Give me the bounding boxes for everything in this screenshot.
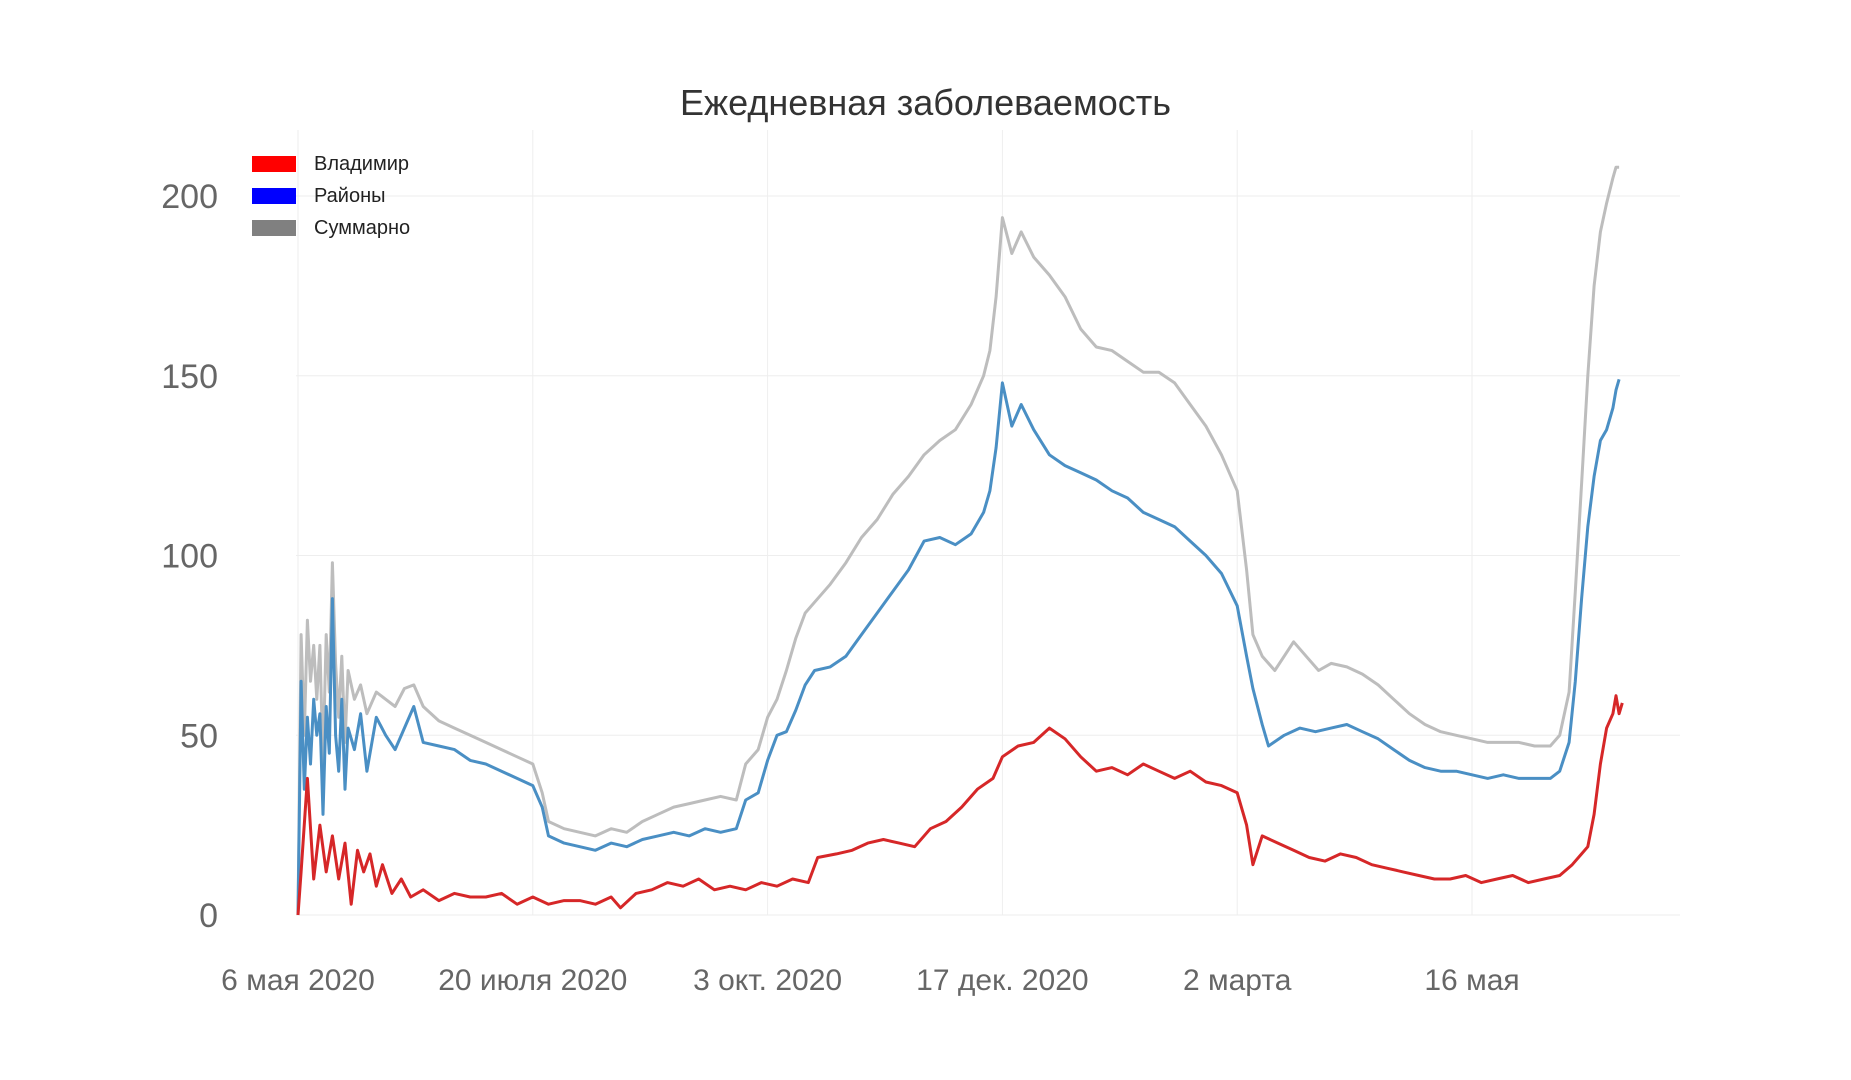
x-tick-label: 20 июля 2020 bbox=[438, 964, 627, 997]
y-tick-label: 50 bbox=[180, 717, 218, 755]
legend: Владимир Районы Суммарно bbox=[252, 148, 410, 244]
y-axis-ticks: 0 50 100 150 200 bbox=[161, 178, 218, 935]
chart-grid bbox=[296, 130, 1680, 916]
x-tick-label: 2 марта bbox=[1183, 964, 1292, 997]
x-tick-label: 3 окт. 2020 bbox=[693, 964, 842, 997]
series-line-1 bbox=[296, 378, 1621, 916]
series-line-2 bbox=[296, 165, 1620, 916]
x-tick-label: 6 мая 2020 bbox=[221, 964, 375, 997]
y-tick-label: 0 bbox=[199, 897, 218, 935]
y-tick-label: 200 bbox=[161, 178, 218, 216]
legend-swatch-rayony bbox=[252, 188, 296, 204]
legend-swatch-vladimir bbox=[252, 156, 296, 172]
legend-label-summarno: Суммарно bbox=[314, 216, 411, 239]
series-lines bbox=[296, 165, 1624, 916]
legend-item-rayony[interactable]: Районы bbox=[252, 180, 410, 212]
legend-item-summarno[interactable]: Суммарно bbox=[252, 212, 410, 244]
series-line-0 bbox=[296, 694, 1624, 916]
y-tick-label: 100 bbox=[161, 538, 218, 576]
x-tick-label: 16 мая bbox=[1424, 964, 1519, 997]
legend-item-vladimir[interactable]: Владимир bbox=[252, 148, 410, 180]
x-tick-label: 17 дек. 2020 bbox=[916, 964, 1088, 997]
legend-swatch-summarno bbox=[252, 220, 296, 236]
y-tick-label: 150 bbox=[161, 358, 218, 396]
legend-label-rayony: Районы bbox=[314, 184, 386, 207]
chart-title: Ежедневная заболеваемость bbox=[680, 82, 1171, 123]
x-axis-ticks: 6 мая 2020 20 июля 2020 3 окт. 2020 17 дек.… bbox=[221, 964, 1519, 997]
legend-label-vladimir: Владимир bbox=[314, 152, 410, 175]
